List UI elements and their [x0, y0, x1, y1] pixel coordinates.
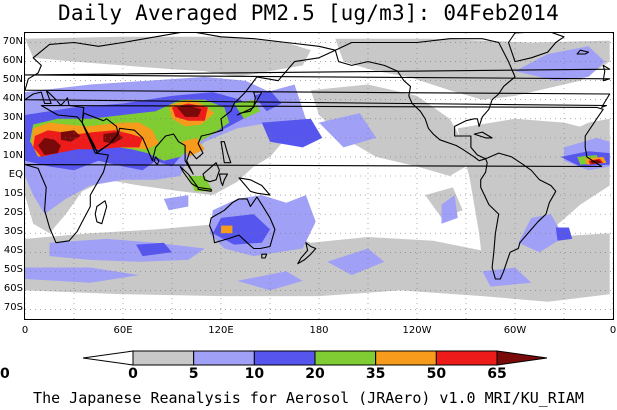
latitude-label: 30N [2, 111, 23, 123]
graticule-grid [25, 33, 613, 319]
coastline [480, 152, 557, 280]
latitude-label: 30S [3, 226, 23, 238]
coastline [261, 253, 268, 259]
coastline [473, 131, 493, 139]
colorbar-segment [193, 350, 255, 366]
pm25-region-lavender [237, 271, 303, 291]
coastline [25, 64, 611, 82]
coastline [202, 162, 220, 183]
colorbar-tick-label: 10 [244, 366, 265, 382]
colorbar-segment [253, 350, 316, 366]
pm25-region-blue [212, 214, 270, 245]
latitude-label: EQ [8, 169, 23, 180]
pm25-region-lavender [49, 238, 205, 262]
pm25-map [25, 33, 613, 319]
pm25-region-darkred [103, 132, 123, 144]
colorbar-tick-label: 20 [305, 366, 325, 382]
latitude-label: 10S [3, 188, 23, 200]
pm25-region-darkred [38, 137, 61, 155]
longitude-label: 60W [503, 325, 527, 336]
map-title: Daily Averaged PM2.5 [ug/m3]: 04Feb2014 [58, 1, 559, 25]
colorbar [82, 350, 548, 366]
coastline [507, 33, 565, 63]
map-plot-area [24, 32, 614, 320]
coastline [576, 49, 590, 55]
pm25-region-lavender [319, 113, 377, 148]
pm25-region-lavender [441, 195, 458, 224]
coastline [238, 177, 271, 196]
latitude-label: 20N [2, 130, 23, 142]
pm25-region-lavender [163, 195, 189, 211]
pm25-region-blue [555, 227, 573, 241]
coastline [81, 112, 119, 152]
longitude-label: 180 [309, 325, 329, 336]
pm25-region-gray [310, 84, 466, 176]
latitude-label: 50N [2, 73, 23, 85]
colorbar-tick-label: 65 [487, 366, 507, 382]
colorbar-tick-label: 0 [128, 366, 138, 382]
pm25-region-lavender [515, 46, 605, 81]
colorbar-tick-label: 5 [188, 366, 199, 382]
pm25-region-darkred [60, 130, 81, 142]
longitude-label: 0 [21, 325, 29, 336]
coastline [25, 33, 611, 175]
longitude-label: 120E [208, 325, 234, 336]
pm25-region-green [188, 176, 213, 192]
latitude-label: 20S [3, 207, 23, 219]
latitude-label: 50S [3, 264, 23, 276]
latitude-label: 10N [2, 149, 23, 161]
coastline [197, 186, 212, 192]
footer-credit: The Japanese Reanalysis for Aerosol (JRA… [33, 389, 584, 407]
latitude-label: 60S [3, 283, 23, 295]
colorbar-segment [314, 350, 377, 366]
longitude-label: 0 [609, 325, 617, 336]
latitude-label: 40S [3, 245, 23, 257]
colorbar-segment [435, 350, 498, 366]
coastline [236, 91, 263, 116]
coastline [179, 165, 199, 188]
colorbar-tick-label: 50 [426, 366, 447, 382]
coastline [334, 38, 516, 162]
latitude-label: 40N [2, 92, 23, 104]
pm25-region-lavender [327, 248, 385, 276]
pm25-region-gray [25, 36, 311, 77]
pm25-band-80-plus [38, 105, 602, 164]
pm25-region-lavender [482, 267, 532, 287]
colorbar-segment [82, 350, 134, 366]
pm25-region-orange [221, 225, 233, 234]
coastline [94, 200, 108, 225]
coastline [297, 242, 317, 265]
coastline [153, 156, 160, 166]
coastlines [25, 33, 611, 280]
longitude-label: 120W [402, 325, 432, 336]
longitude-label: 60E [113, 325, 133, 336]
colorbar-segment [496, 350, 548, 366]
latitude-label: 70N [2, 35, 23, 47]
latitude-label: 70S [3, 302, 23, 314]
colorbar-tick-label: 35 [365, 366, 386, 382]
pm25-region-lavender [518, 214, 564, 253]
pm25-region-blue [261, 118, 323, 148]
coastline [218, 173, 229, 187]
colorbar-segment [375, 350, 437, 366]
colorbar-tick-label: 80 [0, 366, 10, 382]
latitude-label: 60N [2, 54, 23, 66]
pm25-region-gray [25, 223, 610, 302]
coastline [209, 196, 276, 250]
colorbar-segment [132, 350, 195, 366]
coastline [220, 141, 232, 164]
pm25-region-blue [136, 242, 172, 257]
pm25-region-darkred [176, 105, 202, 117]
